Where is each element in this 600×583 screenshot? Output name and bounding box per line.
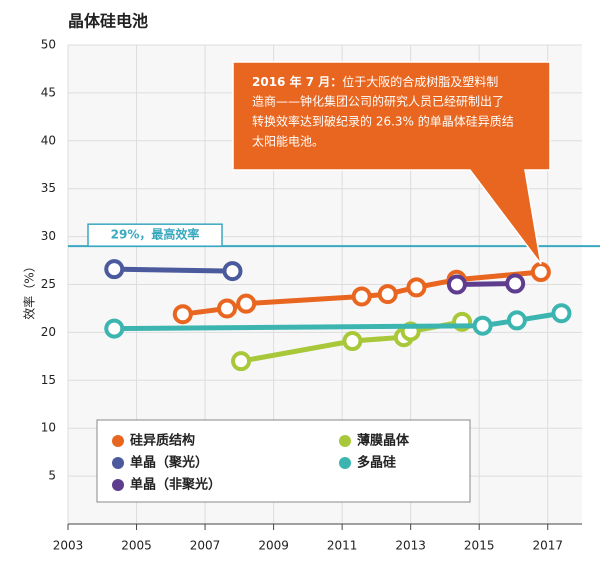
- data-point: [551, 303, 572, 324]
- data-point: [342, 331, 363, 352]
- legend-box: [96, 419, 471, 503]
- y-axis-label: 效率（%）: [22, 260, 37, 319]
- y-tick-label: 50: [41, 38, 56, 52]
- data-point: [236, 293, 257, 314]
- data-point: [446, 274, 467, 295]
- data-point: [505, 273, 526, 294]
- legend-label: 单晶（非聚光）: [130, 477, 221, 493]
- data-point: [406, 277, 427, 298]
- data-point: [506, 310, 527, 331]
- annotation-line: 造商——钟化集团公司的研究人员已经研制出了: [252, 94, 504, 109]
- y-tick-label: 15: [41, 373, 56, 387]
- y-tick-label: 5: [48, 469, 56, 483]
- chart-title: 晶体硅电池: [68, 12, 148, 31]
- legend-swatch: [339, 457, 351, 469]
- legend-label: 硅异质结构: [130, 433, 195, 449]
- y-tick-label: 10: [41, 421, 56, 435]
- annotation-line: 太阳能电池。: [252, 134, 324, 149]
- annotation-line: 位于大阪的合成树脂及塑料制: [342, 74, 498, 89]
- x-tick-label: 2005: [121, 539, 152, 553]
- data-point: [172, 304, 193, 325]
- series-line: [114, 266, 233, 274]
- y-tick-label: 35: [41, 181, 56, 195]
- y-tick-label: 45: [41, 85, 56, 99]
- data-point: [472, 315, 493, 336]
- data-point: [530, 262, 551, 283]
- legend-swatch: [112, 457, 124, 469]
- data-point: [216, 298, 237, 319]
- annotation-heading: 2016 年 7 月：: [252, 74, 342, 89]
- data-point: [351, 286, 372, 307]
- data-point: [377, 284, 398, 305]
- series-line: [114, 310, 562, 332]
- data-point: [104, 318, 125, 339]
- x-tick-label: 2011: [327, 539, 358, 553]
- annotation-text: 2016 年 7 月：位于大阪的合成树脂及塑料制: [252, 74, 498, 89]
- reference-label: 29%，最高效率: [111, 227, 200, 242]
- legend-label: 单晶（聚光）: [130, 455, 208, 471]
- legend-swatch: [112, 435, 124, 447]
- data-point: [231, 351, 252, 372]
- legend-label: 多晶硅: [357, 455, 396, 471]
- legend-label: 薄膜晶体: [357, 433, 410, 449]
- y-tick-label: 40: [41, 133, 56, 147]
- y-tick-label: 30: [41, 229, 56, 243]
- x-tick-label: 2013: [395, 539, 426, 553]
- x-tick-label: 2007: [190, 539, 221, 553]
- annotation-box: [232, 61, 551, 265]
- reference-label-box: [87, 223, 223, 247]
- data-point: [222, 261, 243, 282]
- y-tick-label: 25: [41, 277, 56, 291]
- x-tick-label: 2003: [53, 539, 84, 553]
- x-tick-label: 2015: [464, 539, 495, 553]
- y-tick-label: 20: [41, 325, 56, 339]
- legend-swatch: [339, 435, 351, 447]
- data-point: [104, 259, 125, 280]
- x-tick-label: 2009: [258, 539, 289, 553]
- annotation-line: 转换效率达到破纪录的 26.3% 的单晶体硅异质结: [252, 114, 514, 129]
- legend-swatch: [112, 479, 124, 491]
- x-tick-label: 2017: [532, 539, 563, 553]
